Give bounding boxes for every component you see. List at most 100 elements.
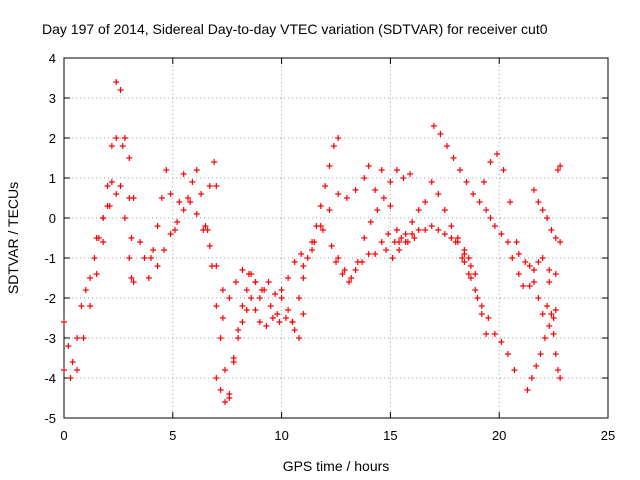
data-point: [128, 235, 135, 241]
data-point: [504, 351, 511, 357]
data-point: [100, 215, 107, 221]
data-point: [515, 251, 522, 257]
data-point: [108, 179, 115, 185]
data-point: [443, 143, 450, 149]
data-point: [335, 191, 342, 197]
data-point: [296, 335, 303, 341]
data-point: [167, 231, 174, 237]
data-point: [248, 295, 255, 301]
data-point: [243, 307, 250, 313]
data-point: [193, 211, 200, 217]
data-point: [291, 327, 298, 333]
data-point: [74, 367, 81, 373]
data-point: [163, 167, 170, 173]
data-point: [269, 315, 276, 321]
data-point: [554, 167, 561, 173]
data-series-track-3: [93, 179, 137, 285]
data-point: [550, 315, 557, 321]
data-point: [374, 207, 381, 213]
data-point: [539, 207, 546, 213]
data-point: [222, 399, 229, 405]
data-point: [339, 271, 346, 277]
x-tick-label: 0: [60, 428, 67, 443]
y-tick-label: 2: [49, 131, 56, 146]
data-point: [557, 375, 564, 381]
data-point: [494, 151, 501, 157]
data-point: [520, 283, 527, 289]
data-point: [548, 311, 555, 317]
data-point: [531, 187, 538, 193]
chart-title: Day 197 of 2014, Sidereal Day-to-day VTE…: [42, 21, 548, 37]
data-point: [348, 275, 355, 281]
data-point: [121, 215, 128, 221]
y-tick-label: 4: [49, 51, 56, 66]
data-point: [119, 143, 126, 149]
y-tick-label: -3: [44, 331, 56, 346]
data-point: [400, 175, 407, 181]
data-point: [387, 203, 394, 209]
data-point: [422, 199, 429, 205]
data-series-track-4: [137, 159, 220, 281]
data-series-track-23: [548, 311, 564, 381]
data-point: [539, 311, 546, 317]
data-point: [104, 203, 111, 209]
data-point: [256, 319, 263, 325]
data-point: [256, 295, 263, 301]
data-point: [557, 163, 564, 169]
data-point: [117, 87, 124, 93]
data-point: [343, 195, 350, 201]
data-point: [535, 199, 542, 205]
data-point: [378, 239, 385, 245]
y-tick-label: 0: [49, 211, 56, 226]
data-point: [300, 311, 307, 317]
data-point: [557, 239, 564, 245]
data-point: [130, 195, 137, 201]
data-series-track-12: [333, 231, 418, 285]
data-point: [217, 387, 224, 393]
data-point: [121, 135, 128, 141]
data-point: [467, 275, 474, 281]
y-tick-label: -2: [44, 291, 56, 306]
data-point: [69, 359, 76, 365]
data-point: [282, 315, 289, 321]
data-point: [300, 263, 307, 269]
data-point: [541, 335, 548, 341]
data-point: [87, 275, 94, 281]
data-point: [515, 271, 522, 277]
data-point: [265, 279, 272, 285]
data-point: [409, 219, 416, 225]
data-point: [550, 331, 557, 337]
data-point: [478, 311, 485, 317]
data-point: [372, 251, 379, 257]
data-series-track-14: [396, 179, 479, 277]
data-point: [552, 235, 559, 241]
data-point: [208, 263, 215, 269]
data-point: [526, 283, 533, 289]
x-axis-label: GPS time / hours: [283, 458, 390, 474]
data-point: [546, 279, 553, 285]
data-point: [296, 295, 303, 301]
data-point: [461, 259, 468, 265]
data-point: [467, 263, 474, 269]
data-point: [406, 171, 413, 177]
data-point: [193, 167, 200, 173]
data-point: [285, 307, 292, 313]
data-series-track-1: [61, 79, 135, 365]
data-point: [465, 255, 472, 261]
data-point: [365, 251, 372, 257]
data-point: [457, 167, 464, 173]
data-point: [180, 171, 187, 177]
data-point: [180, 207, 187, 213]
data-point: [513, 239, 520, 245]
data-series-track-17: [461, 259, 490, 337]
data-point: [546, 323, 553, 329]
data-point: [217, 335, 224, 341]
data-point: [507, 199, 514, 205]
y-tick-label: -1: [44, 251, 56, 266]
data-point: [500, 167, 507, 173]
data-point: [528, 375, 535, 381]
data-point: [309, 247, 316, 253]
data-point: [487, 159, 494, 165]
data-point: [470, 191, 477, 197]
